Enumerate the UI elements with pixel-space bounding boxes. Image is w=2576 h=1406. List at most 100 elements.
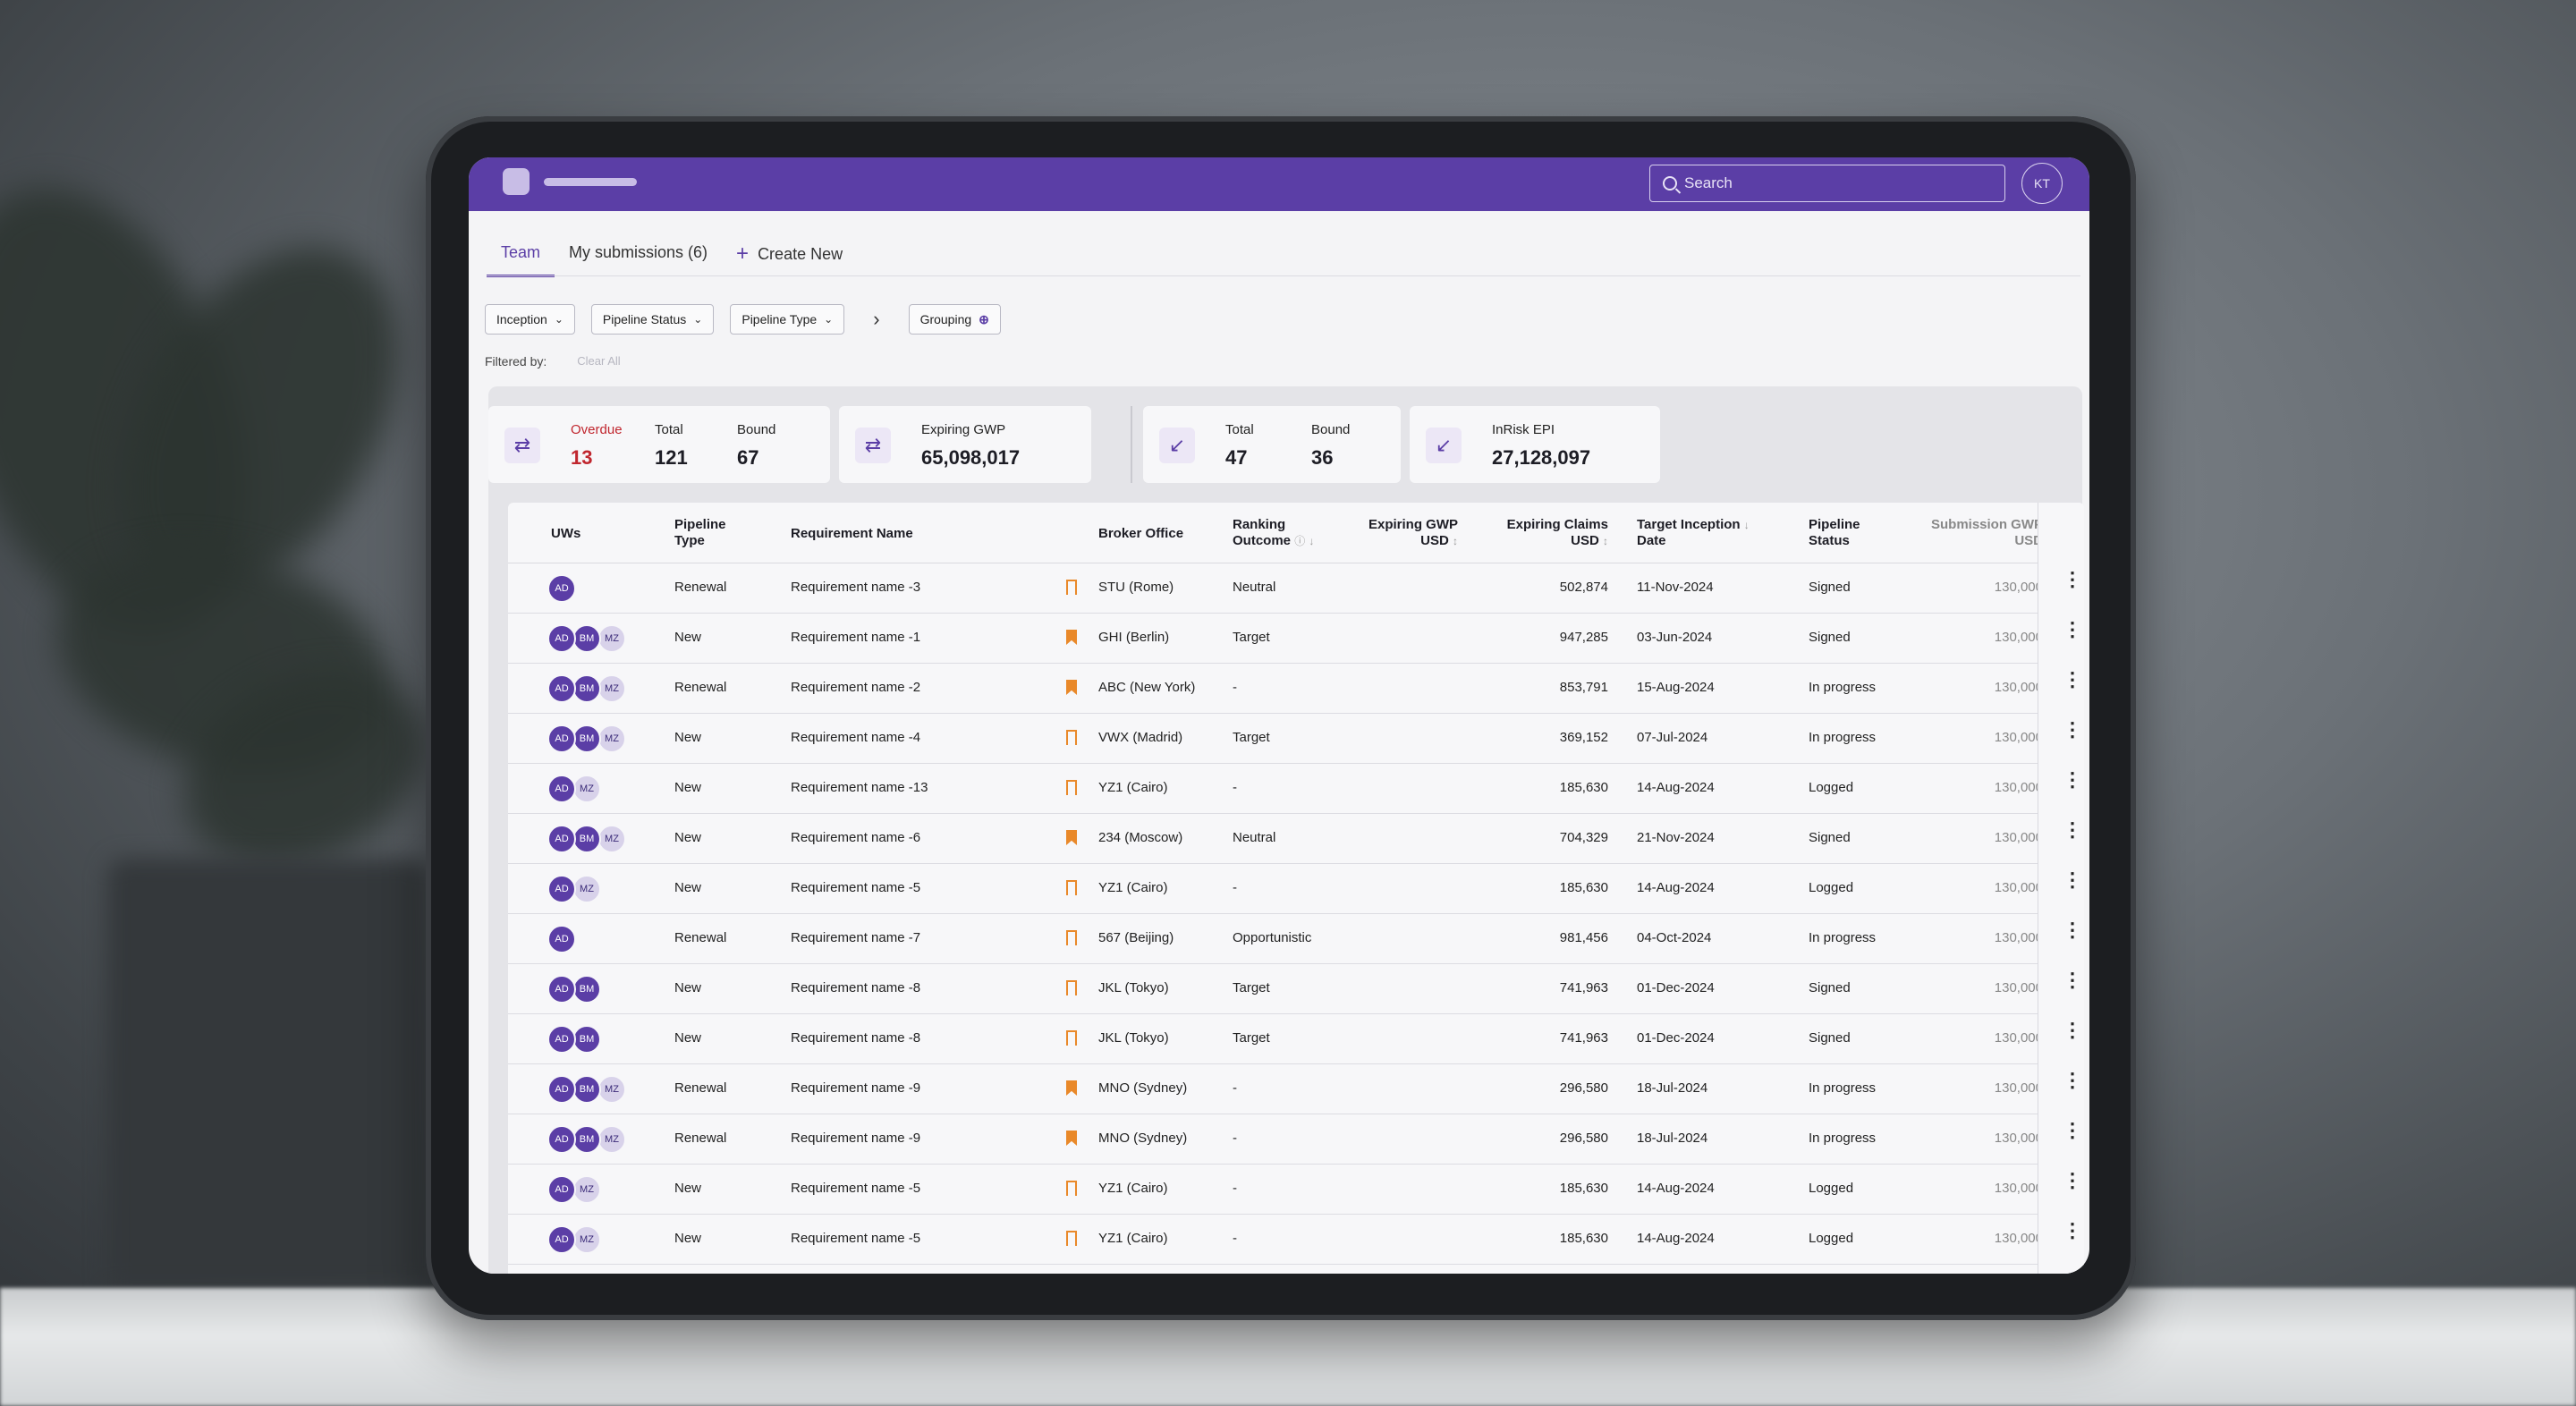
filter-pipeline-status[interactable]: Pipeline Status ⌄ [590,304,715,335]
bookmark-icon[interactable] [1066,680,1077,695]
header-expiring-gwp[interactable]: Expiring GWP USD ↕ [1351,517,1458,549]
table-row[interactable]: AD Renewal Requirement name -3 STU (Rome) Ne… [508,563,2084,614]
uw-avatar[interactable]: MZ [597,1125,626,1154]
bookmark-icon[interactable] [1066,630,1077,645]
bookmark-icon[interactable] [1066,1181,1077,1196]
clear-all-link[interactable]: Clear All [577,354,621,368]
bookmark-icon[interactable] [1066,730,1077,745]
bookmark-icon[interactable] [1066,1030,1077,1046]
table-row[interactable]: AD MZ New Requirement name -13 YZ1 (Cairo) - 1… [508,764,2084,814]
summary-card-expiring-gwp[interactable]: ⇄ Expiring GWP 65,098,017 [839,406,1091,483]
uw-avatar[interactable]: AD [547,624,576,653]
summary-card-inrisk-epi[interactable]: ↙ InRisk EPI 27,128,097 [1410,406,1660,483]
uw-avatar[interactable]: BM [572,1125,601,1154]
uw-avatar[interactable]: AD [547,1225,576,1254]
more-vertical-icon[interactable]: ⋮ [2063,1169,2082,1191]
uw-avatar[interactable]: AD [547,825,576,853]
header-requirement-name[interactable]: Requirement Name [791,526,913,541]
uw-avatar[interactable]: AD [547,674,576,703]
uw-avatar[interactable]: BM [572,674,601,703]
header-submission-gwp[interactable]: Submission GWP USD [1927,517,2043,549]
table-row[interactable]: AD BM MZ New Requirement name -4 VWX (Madrid)… [508,714,2084,764]
uw-avatar[interactable]: AD [547,925,576,953]
uw-avatar[interactable]: AD [547,875,576,903]
more-vertical-icon[interactable]: ⋮ [2063,1019,2082,1041]
more-vertical-icon[interactable]: ⋮ [2063,1119,2082,1141]
more-vertical-icon[interactable]: ⋮ [2063,768,2082,791]
table-row[interactable]: AD BM New Requirement name -8 JKL (Tokyo) Tar… [508,1014,2084,1064]
tab-team[interactable]: Team [487,238,555,277]
table-row[interactable]: AD MZ New Requirement name -5 YZ1 (Cairo) - 18… [508,864,2084,914]
uw-avatar[interactable]: MZ [597,1075,626,1104]
more-vertical-icon[interactable]: ⋮ [2063,1069,2082,1091]
cell-requirement-name[interactable]: Requirement name -5 [791,880,921,895]
header-broker-office[interactable]: Broker Office [1098,526,1184,541]
uw-avatar[interactable]: MZ [597,674,626,703]
bookmark-icon[interactable] [1066,930,1077,945]
cell-requirement-name[interactable]: Requirement name -3 [791,580,921,595]
app-logo[interactable] [503,168,530,195]
more-vertical-icon[interactable]: ⋮ [2063,1219,2082,1241]
more-vertical-icon[interactable]: ⋮ [2063,668,2082,690]
summary-card-inrisk-totals[interactable]: ↙ Total 47 Bound 36 [1143,406,1401,483]
uw-avatar[interactable]: BM [572,724,601,753]
uw-avatar[interactable]: BM [572,1075,601,1104]
create-new-button[interactable]: + Create New [722,238,857,277]
header-pipeline-type[interactable]: Pipeline Type [674,517,726,549]
cell-requirement-name[interactable]: Requirement name -1 [791,630,921,645]
uw-avatar[interactable]: BM [572,825,601,853]
grouping-button[interactable]: Grouping ⊕ [908,304,1001,335]
summary-card-overdue[interactable]: ⇄ Overdue 13 Total 121 Bound 67 [488,406,830,483]
cell-requirement-name[interactable]: Requirement name -9 [791,1080,921,1096]
cell-requirement-name[interactable]: Requirement name -4 [791,730,921,745]
uw-avatar[interactable]: AD [547,775,576,803]
uw-avatar[interactable]: MZ [597,624,626,653]
header-ranking-outcome[interactable]: Ranking Outcome ⓘ ↓ [1233,517,1314,549]
more-vertical-icon[interactable]: ⋮ [2063,868,2082,891]
more-vertical-icon[interactable]: ⋮ [2063,568,2082,590]
bookmark-icon[interactable] [1066,580,1077,595]
table-row[interactable]: AD BM MZ Renewal Requirement name -9 MNO (Syd… [508,1114,2084,1165]
uw-avatar[interactable]: AD [547,1025,576,1054]
bookmark-icon[interactable] [1066,980,1077,995]
header-target-inception[interactable]: Target Inception ↓ Date [1637,517,1750,549]
uw-avatar[interactable]: MZ [597,825,626,853]
bookmark-icon[interactable] [1066,780,1077,795]
more-vertical-icon[interactable]: ⋮ [2063,969,2082,991]
cell-requirement-name[interactable]: Requirement name -8 [791,980,921,995]
uw-avatar[interactable]: AD [547,975,576,1004]
uw-avatar[interactable]: AD [547,1075,576,1104]
table-row[interactable]: AD BM MZ New Requirement name -1 GHI (Berlin)… [508,614,2084,664]
filter-inception[interactable]: Inception ⌄ [485,304,575,335]
header-expiring-claims[interactable]: Expiring Claims USD ↕ [1487,517,1608,549]
header-uws[interactable]: UWs [551,526,581,541]
table-row[interactable]: AD MZ New Requirement name -5 YZ1 (Cairo) - 18… [508,1215,2084,1265]
uw-avatar[interactable]: MZ [597,724,626,753]
cell-requirement-name[interactable]: Requirement name -6 [791,830,921,845]
more-vertical-icon[interactable]: ⋮ [2063,919,2082,941]
uw-avatar[interactable]: BM [572,624,601,653]
uw-avatar[interactable]: AD [547,724,576,753]
search-input[interactable]: Search [1649,165,2005,202]
uw-avatar[interactable]: AD [547,1125,576,1154]
more-vertical-icon[interactable]: ⋮ [2063,718,2082,741]
table-row[interactable]: AD BM MZ New Requirement name -6 234 (Moscow)… [508,814,2084,864]
cell-requirement-name[interactable]: Requirement name -5 [791,1181,921,1196]
header-pipeline-status[interactable]: Pipeline Status [1809,517,1860,549]
cell-requirement-name[interactable]: Requirement name -8 [791,1030,921,1046]
cell-requirement-name[interactable]: Requirement name -2 [791,680,921,695]
uw-avatar[interactable]: MZ [572,875,601,903]
bookmark-icon[interactable] [1066,1080,1077,1096]
table-row[interactable]: AD MZ New Requirement name -5 YZ1 (Cairo) - 18… [508,1165,2084,1215]
uw-avatar[interactable]: MZ [572,1175,601,1204]
uw-avatar[interactable]: BM [572,975,601,1004]
more-vertical-icon[interactable]: ⋮ [2063,618,2082,640]
cell-requirement-name[interactable]: Requirement name -5 [791,1231,921,1246]
bookmark-icon[interactable] [1066,880,1077,895]
uw-avatar[interactable]: AD [547,574,576,603]
table-row[interactable]: AD Renewal Requirement name -7 567 (Beijing… [508,914,2084,964]
filter-pipeline-type[interactable]: Pipeline Type ⌄ [730,304,845,335]
bookmark-icon[interactable] [1066,1231,1077,1246]
tab-my-submissions[interactable]: My submissions (6) [569,243,708,261]
table-row[interactable]: AD BM New Requirement name -8 JKL (Tokyo) Tar… [508,964,2084,1014]
